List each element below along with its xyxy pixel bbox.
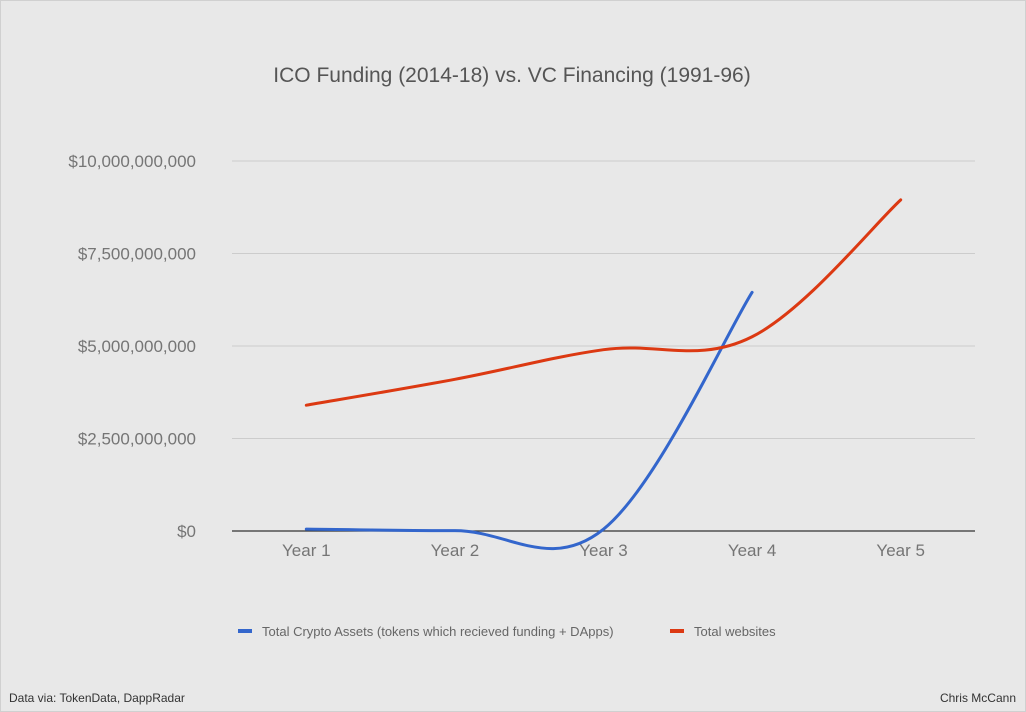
x-tick-label: Year 4: [728, 541, 777, 560]
x-tick-label: Year 2: [431, 541, 480, 560]
legend-swatch: [238, 629, 252, 633]
series-line-crypto-assets: [304, 290, 754, 551]
source-note: Data via: TokenData, DappRadar: [9, 691, 185, 705]
chart-title: ICO Funding (2014-18) vs. VC Financing (…: [273, 64, 750, 87]
y-tick-label: $2,500,000,000: [78, 430, 196, 449]
author-note: Chris McCann: [939, 691, 1016, 705]
x-tick-label: Year 1: [282, 541, 331, 560]
y-tick-label: $7,500,000,000: [78, 245, 196, 264]
legend-swatch: [670, 629, 684, 633]
legend-label: Total Crypto Assets (tokens which reciev…: [262, 624, 614, 639]
y-tick-label: $5,000,000,000: [78, 337, 196, 356]
x-tick-label: Year 5: [876, 541, 925, 560]
series-line-websites: [304, 198, 903, 407]
y-tick-label: $10,000,000,000: [68, 152, 196, 171]
y-tick-label: $0: [177, 522, 196, 541]
x-tick-label: Year 3: [579, 541, 628, 560]
legend-label: Total websites: [694, 624, 776, 639]
